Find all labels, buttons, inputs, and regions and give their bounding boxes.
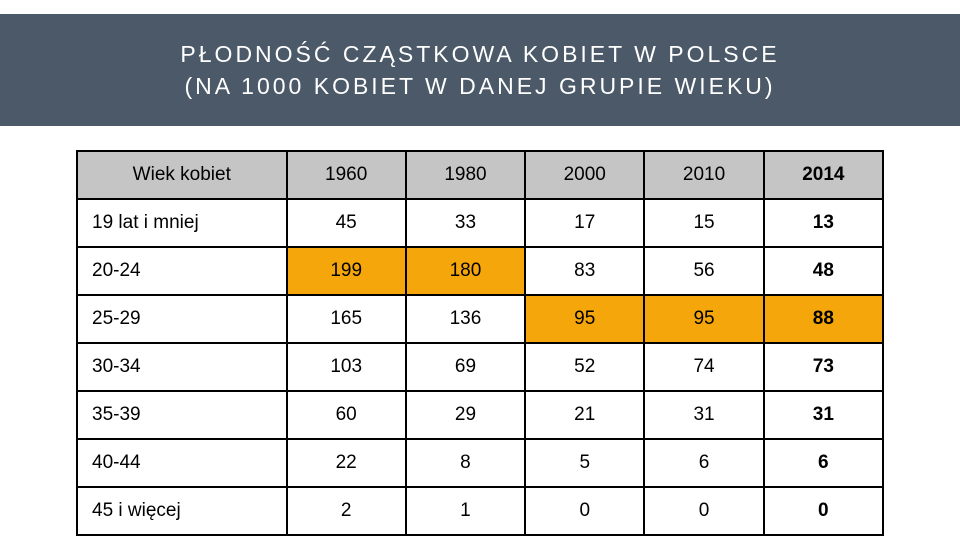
table-cell: 95 [525, 295, 644, 343]
row-label: 20-24 [77, 247, 287, 295]
fertility-table: Wiek kobiet 1960 1980 2000 2010 2014 19 … [76, 150, 884, 536]
table-cell: 17 [525, 199, 644, 247]
table-cell: 165 [287, 295, 406, 343]
title-line-2: (NA 1000 KOBIET W DANEJ GRUPIE WIEKU) [184, 73, 775, 99]
table-cell: 199 [287, 247, 406, 295]
table-cell: 0 [644, 487, 763, 535]
table-header-row: Wiek kobiet 1960 1980 2000 2010 2014 [77, 151, 883, 199]
col-header-1980: 1980 [406, 151, 525, 199]
table-cell: 31 [764, 391, 883, 439]
table-container: Wiek kobiet 1960 1980 2000 2010 2014 19 … [0, 126, 960, 536]
table-cell: 5 [525, 439, 644, 487]
row-label: 30-34 [77, 343, 287, 391]
page-title: PŁODNOŚĆ CZĄSTKOWA KOBIET W POLSCE (NA 1… [180, 38, 779, 102]
col-header-2000: 2000 [525, 151, 644, 199]
table-cell: 88 [764, 295, 883, 343]
table-cell: 6 [644, 439, 763, 487]
col-header-2010: 2010 [644, 151, 763, 199]
table-cell: 0 [525, 487, 644, 535]
table-cell: 29 [406, 391, 525, 439]
row-label: 45 i więcej [77, 487, 287, 535]
table-row: 19 lat i mniej4533171513 [77, 199, 883, 247]
table-cell: 2 [287, 487, 406, 535]
table-cell: 56 [644, 247, 763, 295]
table-cell: 31 [644, 391, 763, 439]
table-cell: 83 [525, 247, 644, 295]
col-header-age: Wiek kobiet [77, 151, 287, 199]
table-cell: 103 [287, 343, 406, 391]
table-cell: 180 [406, 247, 525, 295]
table-cell: 0 [764, 487, 883, 535]
col-header-2014: 2014 [764, 151, 883, 199]
col-header-1960: 1960 [287, 151, 406, 199]
title-line-1: PŁODNOŚĆ CZĄSTKOWA KOBIET W POLSCE [180, 41, 779, 67]
table-cell: 15 [644, 199, 763, 247]
table-row: 30-3410369527473 [77, 343, 883, 391]
table-cell: 60 [287, 391, 406, 439]
table-cell: 1 [406, 487, 525, 535]
table-cell: 33 [406, 199, 525, 247]
table-cell: 45 [287, 199, 406, 247]
table-cell: 21 [525, 391, 644, 439]
row-label: 40-44 [77, 439, 287, 487]
table-cell: 8 [406, 439, 525, 487]
row-label: 25-29 [77, 295, 287, 343]
table-cell: 22 [287, 439, 406, 487]
row-label: 19 lat i mniej [77, 199, 287, 247]
table-head: Wiek kobiet 1960 1980 2000 2010 2014 [77, 151, 883, 199]
table-cell: 95 [644, 295, 763, 343]
table-row: 40-44228566 [77, 439, 883, 487]
table-cell: 74 [644, 343, 763, 391]
table-cell: 13 [764, 199, 883, 247]
table-cell: 48 [764, 247, 883, 295]
title-band: PŁODNOŚĆ CZĄSTKOWA KOBIET W POLSCE (NA 1… [0, 14, 960, 126]
table-cell: 136 [406, 295, 525, 343]
table-cell: 52 [525, 343, 644, 391]
table-body: 19 lat i mniej453317151320-2419918083564… [77, 199, 883, 535]
row-label: 35-39 [77, 391, 287, 439]
table-cell: 73 [764, 343, 883, 391]
table-cell: 69 [406, 343, 525, 391]
table-row: 45 i więcej21000 [77, 487, 883, 535]
table-row: 20-24199180835648 [77, 247, 883, 295]
table-cell: 6 [764, 439, 883, 487]
table-row: 25-29165136959588 [77, 295, 883, 343]
table-row: 35-396029213131 [77, 391, 883, 439]
